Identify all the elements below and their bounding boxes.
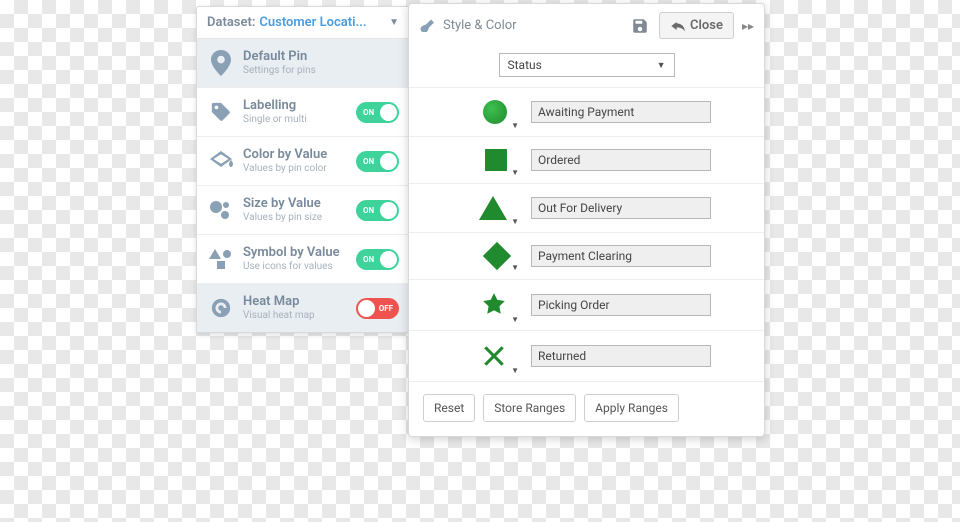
chevron-down-icon: ▼	[511, 217, 519, 226]
status-dropdown[interactable]: Status ▼	[499, 53, 675, 77]
pin-icon	[207, 49, 235, 77]
legend-label-input[interactable]: Awaiting Payment	[531, 101, 711, 123]
toggle-text: OFF	[379, 304, 393, 313]
legend-label: Picking Order	[538, 298, 610, 312]
legend-label-input[interactable]: Payment Clearing	[531, 245, 711, 267]
row-title: Default Pin	[243, 49, 316, 65]
toggle-labelling[interactable]: ON	[356, 102, 399, 123]
legend-label: Awaiting Payment	[538, 105, 634, 119]
toggle-color[interactable]: ON	[356, 151, 399, 172]
toggle-text: ON	[363, 108, 374, 117]
dataset-selector[interactable]: Dataset: Customer Locati... ▼	[197, 7, 409, 39]
legend-label: Ordered	[538, 153, 580, 167]
chevron-down-icon: ▼	[657, 60, 666, 71]
legend-row: ▼ Payment Clearing	[409, 232, 764, 279]
legend-label: Payment Clearing	[538, 249, 632, 263]
style-color-popover: Style & Color Close ▸▸ Status ▼ ▼ Awaiti…	[408, 3, 765, 437]
chevron-down-icon: ▼	[511, 366, 519, 375]
heatmap-icon	[207, 294, 235, 322]
shape-picker[interactable]: ▼	[423, 292, 519, 318]
legend-label-input[interactable]: Ordered	[531, 149, 711, 171]
sidebar-item-heat-map[interactable]: Heat Map Visual heat map OFF	[197, 284, 409, 332]
shape-picker[interactable]: ▼	[423, 196, 519, 220]
row-sub: Use icons for values	[243, 261, 340, 273]
legend-label-input[interactable]: Out For Delivery	[531, 197, 711, 219]
shapes-icon	[207, 245, 235, 273]
row-sub: Values by pin color	[243, 163, 327, 175]
sidebar-item-size-by-value[interactable]: Size by Value Values by pin size ON	[197, 186, 409, 235]
tag-icon	[207, 98, 235, 126]
toggle-text: ON	[363, 255, 374, 264]
chevron-down-icon: ▼	[389, 17, 399, 28]
chevron-down-icon: ▼	[511, 121, 519, 130]
popover-title: Style & Color	[443, 18, 517, 33]
shape-picker[interactable]: ▼	[423, 246, 519, 266]
row-sub: Settings for pins	[243, 65, 316, 77]
legend-label: Out For Delivery	[538, 201, 622, 215]
toggle-text: ON	[363, 206, 374, 215]
chevron-down-icon: ▼	[511, 315, 519, 324]
row-title: Symbol by Value	[243, 245, 340, 261]
brush-icon	[419, 16, 443, 36]
bubbles-icon	[207, 196, 235, 224]
legend-row: ▼ Picking Order	[409, 279, 764, 330]
row-title: Color by Value	[243, 147, 327, 163]
toggle-symbol[interactable]: ON	[356, 249, 399, 270]
reset-button[interactable]: Reset	[423, 394, 475, 422]
shape-picker[interactable]: ▼	[423, 343, 519, 369]
shape-picker[interactable]: ▼	[423, 100, 519, 124]
expand-icon[interactable]: ▸▸	[742, 19, 754, 33]
row-sub: Single or multi	[243, 114, 307, 126]
sidebar-item-symbol-by-value[interactable]: Symbol by Value Use icons for values ON	[197, 235, 409, 284]
chevron-down-icon: ▼	[511, 263, 519, 272]
legend-label-input[interactable]: Returned	[531, 345, 711, 367]
store-ranges-button[interactable]: Store Ranges	[483, 394, 576, 422]
apply-ranges-button[interactable]: Apply Ranges	[584, 394, 679, 422]
dataset-name: Customer Locati...	[259, 15, 366, 30]
row-title: Labelling	[243, 98, 307, 114]
shape-picker[interactable]: ▼	[423, 149, 519, 171]
legend-label-input[interactable]: Picking Order	[531, 294, 711, 316]
legend-label: Returned	[538, 349, 586, 363]
toggle-text: ON	[363, 157, 374, 166]
dataset-label: Dataset:	[207, 15, 255, 30]
legend-row: ▼ Returned	[409, 330, 764, 381]
toggle-heatmap[interactable]: OFF	[356, 298, 399, 319]
legend-row: ▼ Out For Delivery	[409, 183, 764, 232]
close-label: Close	[690, 18, 723, 33]
dropdown-value: Status	[508, 58, 542, 72]
row-title: Heat Map	[243, 294, 315, 310]
legend-row: ▼ Awaiting Payment	[409, 87, 764, 136]
row-sub: Visual heat map	[243, 310, 315, 322]
save-icon[interactable]	[627, 13, 653, 39]
legend-row: ▼ Ordered	[409, 136, 764, 183]
row-title: Size by Value	[243, 196, 322, 212]
dataset-sidebar: Dataset: Customer Locati... ▼ Default Pi…	[196, 6, 410, 333]
sidebar-item-color-by-value[interactable]: Color by Value Values by pin color ON	[197, 137, 409, 186]
close-button[interactable]: Close	[659, 12, 734, 39]
sidebar-item-labelling[interactable]: Labelling Single or multi ON	[197, 88, 409, 137]
paint-icon	[207, 147, 235, 175]
sidebar-item-default-pin[interactable]: Default Pin Settings for pins	[197, 39, 409, 88]
row-sub: Values by pin size	[243, 212, 322, 224]
toggle-size[interactable]: ON	[356, 200, 399, 221]
chevron-down-icon: ▼	[511, 168, 519, 177]
